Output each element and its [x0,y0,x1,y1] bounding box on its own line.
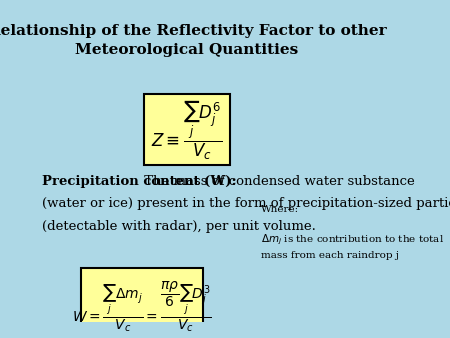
Text: Precipitation content (W):: Precipitation content (W): [42,175,237,188]
Text: (water or ice) present in the form of precipitation-sized particles: (water or ice) present in the form of pr… [42,197,450,210]
Text: (detectable with radar), per unit volume.: (detectable with radar), per unit volume… [42,220,316,233]
Text: Meteorological Quantities: Meteorological Quantities [75,43,298,57]
Text: Relationship of the Reflectivity Factor to other: Relationship of the Reflectivity Factor … [0,24,386,38]
Text: $Z \equiv \dfrac{\sum_{j} D_j^6}{V_c}$: $Z \equiv \dfrac{\sum_{j} D_j^6}{V_c}$ [151,98,222,162]
Text: Where:

$\Delta m_j$ is the contribution to the total
mass from each raindrop j: Where: $\Delta m_j$ is the contribution … [261,204,444,260]
Text: $W = \dfrac{\sum_{j} \Delta m_j}{V_c} = \dfrac{\dfrac{\pi \rho}{6} \sum_{j} D_j^: $W = \dfrac{\sum_{j} \Delta m_j}{V_c} = … [72,279,212,334]
FancyBboxPatch shape [81,268,203,338]
Text: The mass of condensed water substance: The mass of condensed water substance [140,175,415,188]
FancyBboxPatch shape [144,94,230,165]
